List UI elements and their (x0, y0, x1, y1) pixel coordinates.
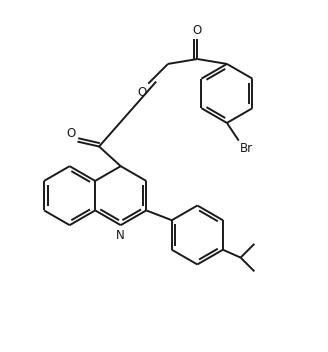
Text: O: O (193, 24, 202, 37)
Text: N: N (116, 229, 125, 242)
Text: O: O (137, 86, 146, 99)
Text: Br: Br (240, 142, 253, 155)
Text: O: O (66, 127, 75, 140)
